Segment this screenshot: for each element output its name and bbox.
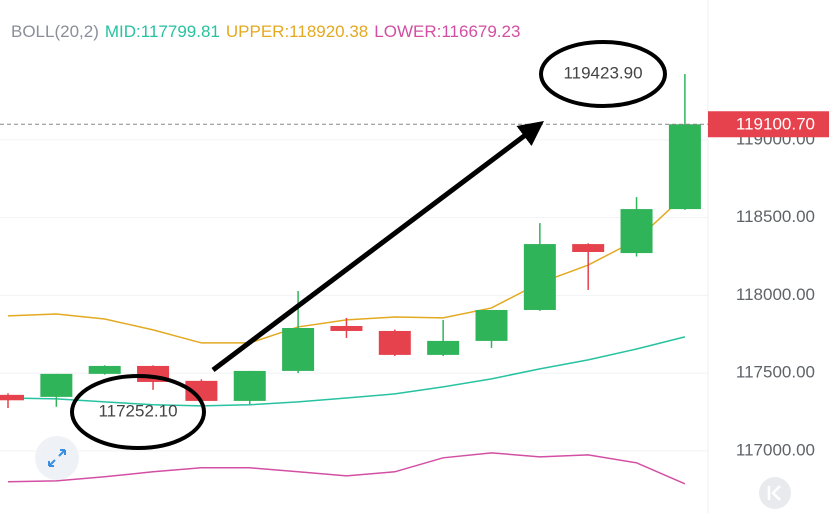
- candle-body: [620, 209, 653, 254]
- candle-body: [233, 370, 266, 401]
- annotation-label: 117252.10: [98, 401, 177, 420]
- candle-body: [427, 340, 460, 355]
- scroll-latest-button[interactable]: [759, 477, 791, 509]
- expand-button[interactable]: [35, 436, 79, 480]
- candle-body: [378, 330, 411, 355]
- y-tick-label: 118500.00: [736, 207, 815, 226]
- candle-body: [40, 373, 73, 397]
- candle-body: [572, 244, 605, 252]
- band-line: [7, 452, 686, 485]
- last-price-label: 119100.70: [736, 115, 815, 134]
- candle-body: [475, 309, 508, 341]
- annotation-circle: [539, 40, 667, 108]
- legend-entry: MID:117799.81: [105, 22, 220, 41]
- y-tick-label: 118000.00: [736, 285, 815, 304]
- candle-body: [185, 380, 218, 401]
- candle-body: [0, 394, 24, 401]
- candle-body: [523, 244, 556, 310]
- band-line: [7, 336, 686, 407]
- indicator-header: BOLL(20,2) MID:117799.81 UPPER:118920.38 LO…: [11, 22, 520, 41]
- legend-entry: LOWER:116679.23: [374, 22, 520, 41]
- indicator-name: BOLL(20,2): [11, 22, 99, 41]
- annotation-circle: [70, 374, 206, 450]
- last-price-box: [708, 111, 829, 138]
- y-tick-label: 117500.00: [736, 363, 815, 382]
- annotation-label: 119423.90: [563, 63, 642, 82]
- y-tick-label: 117000.00: [736, 440, 815, 459]
- annotation-arrow: [211, 120, 544, 372]
- candle-body: [282, 328, 315, 371]
- candle-body: [88, 365, 121, 374]
- plot-area: [0, 74, 708, 485]
- legend-entry: UPPER:118920.38: [226, 22, 368, 41]
- candle-body: [330, 325, 363, 331]
- candle-body: [668, 124, 701, 210]
